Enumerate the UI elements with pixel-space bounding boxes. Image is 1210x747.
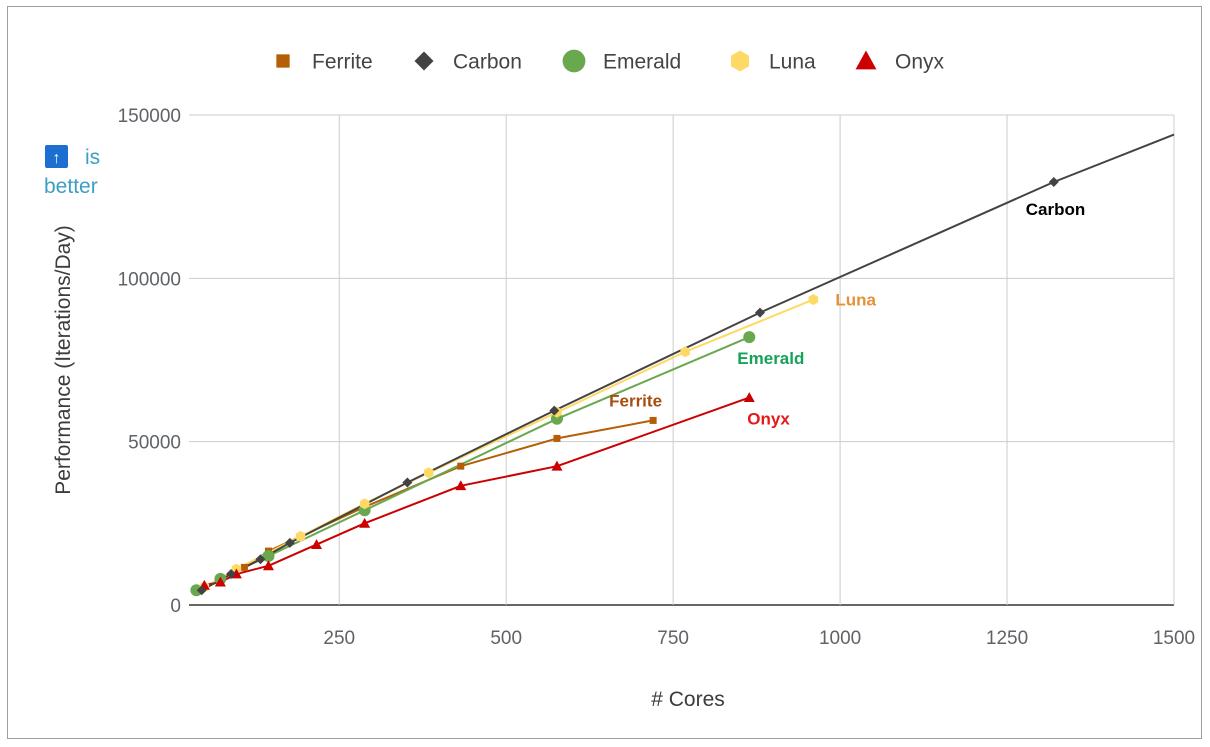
data-point bbox=[649, 416, 657, 424]
data-point bbox=[424, 467, 434, 479]
series-annotations: Carbon Luna Emerald Ferrite Onyx bbox=[609, 200, 1085, 429]
data-point bbox=[214, 576, 226, 587]
y-axis-title: Performance (Iterations/Day) bbox=[52, 225, 75, 495]
x-tick-label: 750 bbox=[657, 628, 689, 649]
legend-label-luna: Luna bbox=[769, 51, 816, 74]
x-tick-label: 250 bbox=[323, 628, 355, 649]
data-point bbox=[562, 49, 586, 73]
hint-text-is: is bbox=[85, 146, 100, 169]
annotation-emerald: Emerald bbox=[737, 349, 804, 368]
data-point bbox=[295, 530, 306, 542]
y-tick-label: 100000 bbox=[118, 269, 181, 290]
data-point bbox=[359, 498, 370, 510]
y-tick-label: 0 bbox=[170, 596, 181, 617]
data-point bbox=[455, 480, 467, 491]
legend: Ferrite Carbon Emerald Luna Onyx bbox=[276, 49, 945, 74]
data-point bbox=[359, 517, 371, 528]
data-point bbox=[549, 405, 560, 416]
data-point bbox=[255, 554, 266, 565]
x-tick-label: 1000 bbox=[819, 628, 861, 649]
hint-text-better: better bbox=[44, 175, 98, 198]
data-point bbox=[808, 294, 819, 306]
up-arrow-glyph: ↑ bbox=[53, 150, 61, 167]
annotation-onyx: Onyx bbox=[747, 410, 790, 429]
data-point bbox=[553, 434, 561, 442]
annotation-ferrite: Ferrite bbox=[609, 391, 662, 410]
data-point bbox=[743, 392, 755, 402]
data-point bbox=[276, 54, 290, 68]
data-point bbox=[754, 307, 765, 318]
legend-label-ferrite: Ferrite bbox=[312, 51, 373, 74]
data-point bbox=[190, 584, 203, 597]
data-point bbox=[262, 550, 275, 562]
data-point bbox=[240, 563, 248, 571]
legend-label-carbon: Carbon bbox=[453, 51, 522, 74]
x-tick-label: 1500 bbox=[1153, 628, 1195, 649]
y-tick-label: 150000 bbox=[118, 106, 181, 127]
data-point bbox=[196, 585, 207, 596]
grid-lines bbox=[189, 114, 1175, 606]
better-hint: ↑ is better bbox=[44, 145, 100, 198]
data-point bbox=[1048, 176, 1059, 187]
x-tick-label: 500 bbox=[490, 628, 522, 649]
data-point bbox=[457, 462, 465, 470]
up-arrow-icon bbox=[45, 145, 68, 168]
data-point bbox=[284, 537, 295, 548]
legend-label-emerald: Emerald bbox=[603, 51, 681, 74]
data-point bbox=[262, 560, 274, 571]
data-point bbox=[551, 460, 563, 471]
x-axis-title: # Cores bbox=[651, 688, 725, 711]
annotation-luna: Luna bbox=[835, 291, 876, 310]
data-point bbox=[680, 346, 690, 358]
data-point bbox=[311, 539, 323, 549]
data-point bbox=[226, 568, 237, 579]
data-point bbox=[743, 331, 756, 344]
x-axis-ticks: 250 500 750 1000 1250 1500 bbox=[323, 628, 1195, 649]
series-line-onyx bbox=[204, 396, 750, 587]
data-point bbox=[731, 50, 749, 72]
data-point bbox=[855, 50, 877, 70]
x-tick-label: 1250 bbox=[986, 628, 1028, 649]
series-line-ferrite bbox=[195, 419, 654, 592]
y-axis-ticks: 0 50000 100000 150000 bbox=[118, 106, 181, 617]
legend-label-onyx: Onyx bbox=[895, 51, 945, 74]
data-point bbox=[402, 477, 413, 488]
chart-frame bbox=[7, 6, 1202, 739]
data-point bbox=[414, 51, 434, 71]
annotation-carbon: Carbon bbox=[1026, 200, 1086, 219]
y-tick-label: 50000 bbox=[128, 433, 181, 454]
series-markers bbox=[190, 176, 1059, 597]
